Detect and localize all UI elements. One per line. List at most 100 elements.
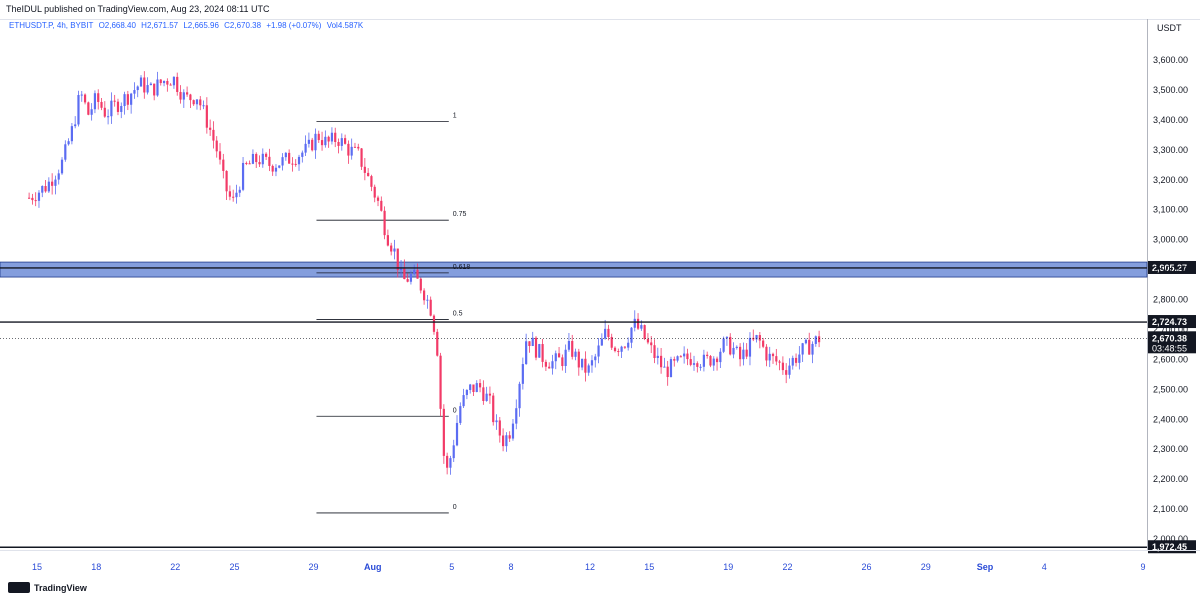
candle-body	[495, 420, 498, 423]
candle	[136, 85, 139, 98]
candle	[446, 452, 449, 475]
candle	[281, 153, 284, 171]
candle	[528, 341, 531, 353]
candle	[406, 273, 409, 283]
candle-body	[57, 173, 60, 180]
candle	[571, 334, 574, 360]
candle	[469, 383, 472, 394]
candle-body	[123, 94, 126, 107]
fib-level-label: 0.5	[453, 311, 463, 318]
candle	[44, 179, 47, 193]
candle	[70, 122, 73, 145]
candle-body	[317, 133, 320, 141]
candle-body	[610, 336, 613, 348]
candle-body	[798, 354, 801, 363]
candle	[31, 193, 34, 205]
candle	[64, 140, 67, 162]
candle	[488, 386, 492, 404]
candle	[186, 86, 189, 97]
candle-body	[74, 124, 77, 127]
candle-body	[205, 105, 208, 128]
candle-body	[732, 347, 735, 355]
candle-body	[386, 235, 389, 246]
tradingview-logo[interactable]: TradingView	[8, 582, 87, 593]
candle-body	[47, 181, 50, 192]
candle-body	[498, 420, 501, 436]
candle	[748, 332, 752, 366]
candle	[534, 336, 538, 361]
candle	[715, 356, 719, 371]
x-tick-label: 15	[644, 562, 654, 572]
candle	[67, 138, 70, 146]
candle-body	[139, 77, 143, 87]
candle	[498, 416, 501, 443]
candle	[669, 356, 673, 378]
candle	[502, 428, 505, 452]
candle-body	[462, 395, 465, 407]
x-tick-label: 15	[32, 562, 42, 572]
candle	[344, 134, 347, 145]
candle-body	[748, 337, 752, 357]
candle	[334, 127, 337, 148]
candle-body	[613, 347, 617, 352]
candle-body	[712, 358, 715, 366]
candle	[630, 327, 633, 349]
candle-body	[100, 101, 103, 108]
candle	[139, 75, 143, 87]
candle-body	[429, 299, 432, 316]
candle	[396, 248, 399, 278]
y-tick-label: 3,100.00	[1153, 205, 1188, 215]
candle	[478, 379, 482, 393]
candle-body	[692, 363, 696, 365]
candle	[80, 90, 83, 102]
candle-body	[265, 153, 268, 157]
candle-body	[373, 186, 376, 198]
candle-body	[87, 102, 90, 115]
candle	[745, 343, 748, 360]
candle	[673, 356, 676, 367]
candle-body	[268, 156, 271, 166]
chart-pane[interactable]	[0, 19, 1148, 550]
candle	[699, 364, 702, 371]
candle	[485, 386, 488, 402]
price-tag-bg	[1148, 260, 1196, 274]
publish-header: TheIDUL published on TradingView.com, Au…	[0, 0, 1200, 20]
candle-body	[666, 366, 669, 378]
candle-body	[617, 351, 620, 353]
candle	[627, 337, 630, 351]
candle-body	[505, 435, 508, 447]
y-tick-label: 3,500.00	[1153, 85, 1188, 95]
candle	[696, 361, 699, 373]
candle-body	[472, 384, 475, 392]
candle	[47, 177, 50, 193]
candle	[57, 169, 60, 185]
price-chart[interactable]: 10.750.6180.5002,905.272,724.731,972.452…	[0, 19, 1200, 578]
candle-body	[561, 357, 564, 367]
candle-body	[416, 269, 419, 279]
candle	[666, 360, 669, 386]
candle-body	[44, 186, 47, 192]
y-tick-label: 3,400.00	[1153, 115, 1188, 125]
candle-body	[449, 458, 452, 468]
y-tick-label: 2,700.00	[1153, 324, 1188, 334]
candle-body	[34, 200, 37, 202]
x-tick-label: 29	[921, 562, 931, 572]
y-tick-label: 3,600.00	[1153, 55, 1188, 65]
candle-body	[195, 99, 199, 105]
candle-body	[179, 91, 182, 100]
candle-body	[620, 346, 623, 352]
candle-body	[251, 153, 255, 164]
candle	[74, 116, 77, 129]
candle	[771, 352, 775, 364]
candle	[28, 192, 31, 199]
candle	[742, 342, 745, 366]
candle	[735, 345, 738, 350]
y-tick-label: 2,500.00	[1153, 384, 1188, 394]
candle	[274, 164, 278, 177]
volume-value: Vol4.587K	[326, 21, 364, 30]
candle-body	[791, 357, 794, 366]
candle-body	[37, 192, 41, 201]
symbol-name[interactable]: ETHUSDT.P, 4h, BYBIT	[9, 21, 94, 30]
candle	[251, 149, 255, 165]
candle	[617, 348, 620, 357]
